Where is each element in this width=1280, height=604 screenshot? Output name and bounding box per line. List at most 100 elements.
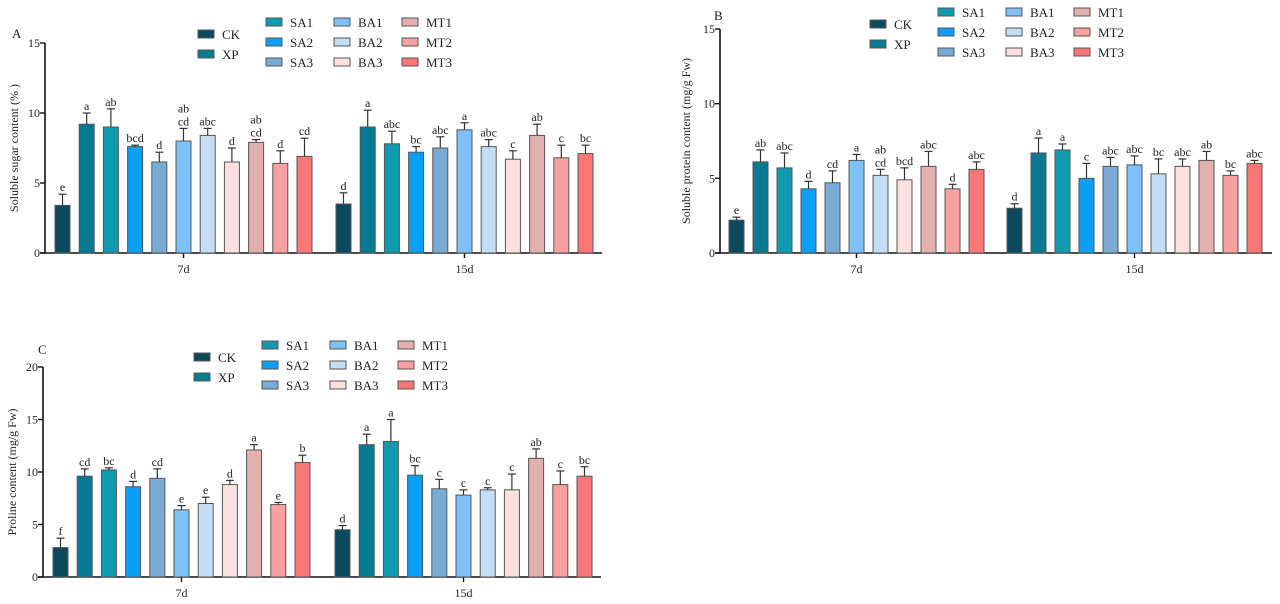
y-tick-label: 15: [28, 36, 40, 50]
bar-sa1-15d: [1054, 149, 1071, 254]
bar-mt3-7d: [294, 462, 311, 578]
y-axis-label: Soluble protein content (mg/g Fw): [679, 58, 693, 224]
legend-swatch-mt3: [401, 57, 419, 67]
significance-label: cd: [875, 155, 886, 169]
legend-label-ck: CK: [218, 350, 237, 365]
bar-sa3-7d: [151, 161, 168, 254]
legend: CK XP SA1 SA2 SA3 BA1 BA2 BA3 MT1 MT2 MT3: [869, 5, 1124, 60]
significance-label: b: [300, 441, 306, 455]
legend-label-ba2: BA2: [1030, 25, 1055, 40]
legend-label-xp: XP: [894, 37, 911, 52]
legend-swatch-mt2: [401, 37, 419, 47]
significance-label: d: [130, 467, 136, 481]
bar-ck-7d: [728, 219, 745, 254]
legend-swatch-mt2: [1073, 27, 1091, 37]
significance-label: bcd: [126, 131, 143, 145]
significance-label: a: [1060, 130, 1066, 144]
significance-label: cd: [152, 455, 163, 469]
x-tick-label: 15d: [1126, 262, 1144, 276]
legend-label-ba3: BA3: [1030, 45, 1055, 60]
bar-mt3-7d: [968, 168, 985, 254]
significance-label: cd: [250, 126, 261, 140]
legend-label-mt1: MT1: [1098, 5, 1124, 20]
legend-label-xp: XP: [222, 47, 239, 62]
legend-swatch-ba3: [1005, 47, 1023, 57]
legend-swatch-mt1: [1073, 7, 1091, 17]
significance-label: abc: [1126, 142, 1143, 156]
legend-label-sa3: SA3: [962, 45, 985, 60]
x-tick-label: 7d: [176, 586, 188, 600]
bar-mt3-7d: [296, 155, 313, 254]
bar-mt1-7d: [246, 449, 263, 578]
bar-mt1-15d: [529, 134, 546, 254]
legend-swatch-ba1: [1005, 7, 1023, 17]
significance-label: e: [203, 483, 208, 497]
bar-sa3-7d: [824, 182, 841, 254]
significance-label: c: [558, 457, 563, 471]
legend-swatch-xp: [869, 39, 887, 49]
legend-label-ba2: BA2: [358, 35, 383, 50]
significance-label: cd: [79, 455, 90, 469]
significance-label: c: [461, 476, 466, 490]
legend-label-mt3: MT3: [422, 378, 448, 393]
significance-label: a: [84, 99, 90, 113]
significance-label: cd: [299, 124, 310, 138]
significance-label: d: [1012, 190, 1018, 204]
significance-label: ab: [530, 435, 541, 449]
bar-sa1-15d: [383, 143, 400, 254]
legend-swatch-sa2: [265, 37, 283, 47]
bar-sa2-15d: [407, 474, 424, 578]
significance-label: abc: [968, 148, 985, 162]
significance-label: d: [950, 170, 956, 184]
legend-label-sa2: SA2: [962, 25, 985, 40]
significance-label: d: [227, 466, 233, 480]
significance-label: f: [59, 524, 63, 538]
significance-label: abc: [776, 139, 793, 153]
x-tick-label: 7d: [178, 262, 190, 276]
bar-ba1-7d: [175, 140, 192, 254]
bar-mt1-15d: [528, 457, 545, 578]
y-tick-label: 10: [703, 97, 715, 111]
significance-label: c: [510, 137, 515, 151]
significance-label: d: [340, 512, 346, 526]
significance-label: abc: [1246, 146, 1263, 160]
legend-swatch-sa3: [937, 47, 955, 57]
significance-label: a: [854, 140, 860, 154]
bar-ba1-7d: [173, 509, 190, 578]
bar-ba3-7d: [223, 161, 240, 254]
legend-label-sa3: SA3: [286, 378, 309, 393]
bar-mt1-7d: [248, 141, 265, 254]
x-tick-label: 7d: [851, 262, 863, 276]
bar-mt2-15d: [1222, 174, 1239, 254]
legend-swatch-ck: [193, 352, 211, 362]
bar-ba3-15d: [503, 489, 520, 578]
bar-ba3-7d: [896, 179, 913, 254]
legend-label-ba1: BA1: [354, 338, 379, 353]
significance-label: ab: [250, 113, 261, 127]
significance-label: a: [388, 406, 394, 420]
bar-sa2-7d: [800, 188, 817, 254]
significance-label: d: [277, 137, 283, 151]
significance-label: bc: [103, 454, 114, 468]
legend-swatch-sa2: [937, 27, 955, 37]
panel-label: A: [12, 26, 22, 41]
significance-label: a: [251, 431, 257, 445]
significance-label: bc: [1225, 157, 1236, 171]
legend-swatch-ck: [197, 29, 215, 39]
legend-swatch-sa1: [265, 17, 283, 27]
significance-label: abc: [432, 123, 449, 137]
bar-mt1-7d: [920, 165, 937, 254]
bar-ba1-15d: [1126, 164, 1143, 254]
legend-label-ba2: BA2: [354, 358, 379, 373]
legend-swatch-mt3: [1073, 47, 1091, 57]
significance-label: ab: [531, 110, 542, 124]
legend-label-sa2: SA2: [286, 358, 309, 373]
bar-sa2-7d: [127, 146, 144, 254]
bar-ba2-7d: [199, 134, 216, 254]
y-tick-label: 0: [34, 246, 40, 260]
legend: CK XP SA1 SA2 SA3 BA1 BA2 BA3 MT1 MT2 MT3: [197, 15, 452, 70]
significance-label: abc: [199, 114, 216, 128]
legend-swatch-ba3: [333, 57, 351, 67]
legend-swatch-ba1: [333, 17, 351, 27]
